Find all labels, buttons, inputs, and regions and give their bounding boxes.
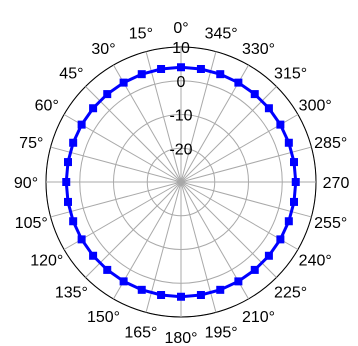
radial-tick-label: -10	[169, 108, 192, 125]
series-marker	[157, 291, 166, 300]
series-marker	[250, 265, 259, 274]
angle-tick-label: 330°	[242, 41, 275, 58]
series-marker	[264, 251, 273, 260]
grid-spoke	[145, 181, 182, 313]
angle-tick-label: 120°	[30, 253, 63, 270]
grid-spoke	[180, 181, 217, 313]
angle-tick-label: 15°	[129, 25, 153, 42]
angle-tick-label: 225°	[274, 285, 307, 302]
grid-spoke	[50, 146, 182, 183]
angle-tick-label: 105°	[15, 215, 48, 232]
series-marker	[177, 63, 185, 72]
series-marker	[234, 78, 243, 87]
angle-tick-label: 285°	[314, 135, 347, 152]
angle-tick-label: 255°	[314, 215, 347, 232]
series-marker	[137, 285, 146, 294]
grid-spoke	[50, 181, 182, 218]
series-marker	[77, 120, 86, 129]
series-marker	[216, 70, 225, 79]
grid-spoke	[180, 86, 277, 183]
series-marker	[177, 292, 185, 301]
angle-tick-label: 240°	[299, 253, 332, 270]
angle-tick-label: 210°	[242, 309, 275, 326]
angle-tick-label: 60°	[35, 98, 59, 115]
grid-spoke	[85, 86, 182, 183]
series-marker	[69, 217, 78, 226]
series-marker	[119, 78, 128, 87]
series-layer	[62, 63, 300, 301]
series-marker	[216, 285, 225, 294]
series-marker	[69, 138, 78, 147]
series-marker	[89, 104, 98, 113]
grid-spoke	[145, 51, 182, 183]
series-marker	[264, 104, 273, 113]
angle-tick-label: 345°	[205, 25, 238, 42]
angle-tick-label: 90°	[14, 175, 38, 192]
grid-spoke	[180, 181, 312, 218]
series-marker	[77, 235, 86, 244]
series-marker	[196, 291, 205, 300]
series-marker	[63, 197, 72, 206]
angle-tick-label: 315°	[274, 65, 307, 82]
series-marker	[103, 90, 112, 99]
grid-spoke	[180, 146, 312, 183]
radial-tick-label: 0	[177, 74, 186, 91]
series-marker	[196, 64, 205, 73]
series-marker	[157, 64, 166, 73]
grid-spoke	[180, 51, 217, 183]
angle-tick-label: 0°	[173, 20, 188, 37]
angle-tick-label: 300°	[299, 98, 332, 115]
angle-tick-label: 165°	[124, 325, 157, 342]
radial-tick-label: 10	[172, 40, 190, 57]
angle-tick-label: 270	[323, 175, 350, 192]
angle-tick-label: 150°	[87, 309, 120, 326]
series-marker	[276, 120, 285, 129]
series-marker	[119, 277, 128, 286]
radial-tick-labels: -20 -10 0 10	[169, 40, 192, 158]
series-marker	[284, 138, 293, 147]
series-marker	[89, 251, 98, 260]
series-marker	[284, 217, 293, 226]
grid-spoke	[180, 181, 277, 278]
radial-tick-label: -20	[169, 141, 192, 158]
series-marker	[291, 178, 300, 186]
grid-spoke	[85, 181, 182, 278]
series-marker	[290, 197, 299, 206]
series-marker	[62, 178, 71, 186]
series-marker	[276, 235, 285, 244]
series-marker	[250, 90, 259, 99]
angle-tick-label: 30°	[91, 41, 115, 58]
angle-tick-label: 180°	[164, 330, 197, 346]
angle-tick-label: 75°	[19, 135, 43, 152]
angle-tick-label: 45°	[59, 65, 83, 82]
angle-tick-label: 135°	[55, 285, 88, 302]
series-marker	[63, 158, 72, 167]
angle-tick-labels: 0° 15° 30° 45°60° 75° 90° 105° 120° 135° 150°165°…	[14, 20, 350, 346]
series-marker	[137, 70, 146, 79]
angle-tick-label: 195°	[205, 325, 238, 342]
series-marker	[234, 277, 243, 286]
series-marker	[103, 265, 112, 274]
series-marker	[290, 158, 299, 167]
